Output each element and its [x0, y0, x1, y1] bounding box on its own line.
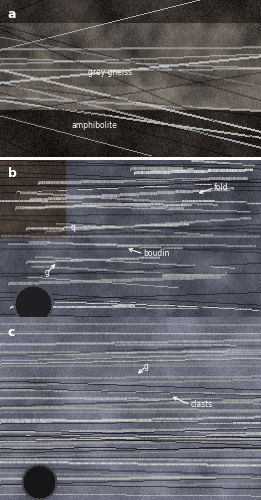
Text: g: g [144, 362, 149, 371]
Text: q: q [71, 222, 75, 232]
Text: c: c [8, 326, 15, 339]
Text: amphibolite: amphibolite [71, 122, 117, 130]
Text: g: g [45, 268, 49, 278]
Text: clasts: clasts [191, 400, 213, 409]
Text: b: b [8, 168, 17, 180]
Text: boudin: boudin [144, 250, 170, 258]
Text: grey gneiss: grey gneiss [87, 68, 132, 77]
Text: a: a [8, 8, 16, 21]
Text: fold: fold [214, 184, 229, 192]
